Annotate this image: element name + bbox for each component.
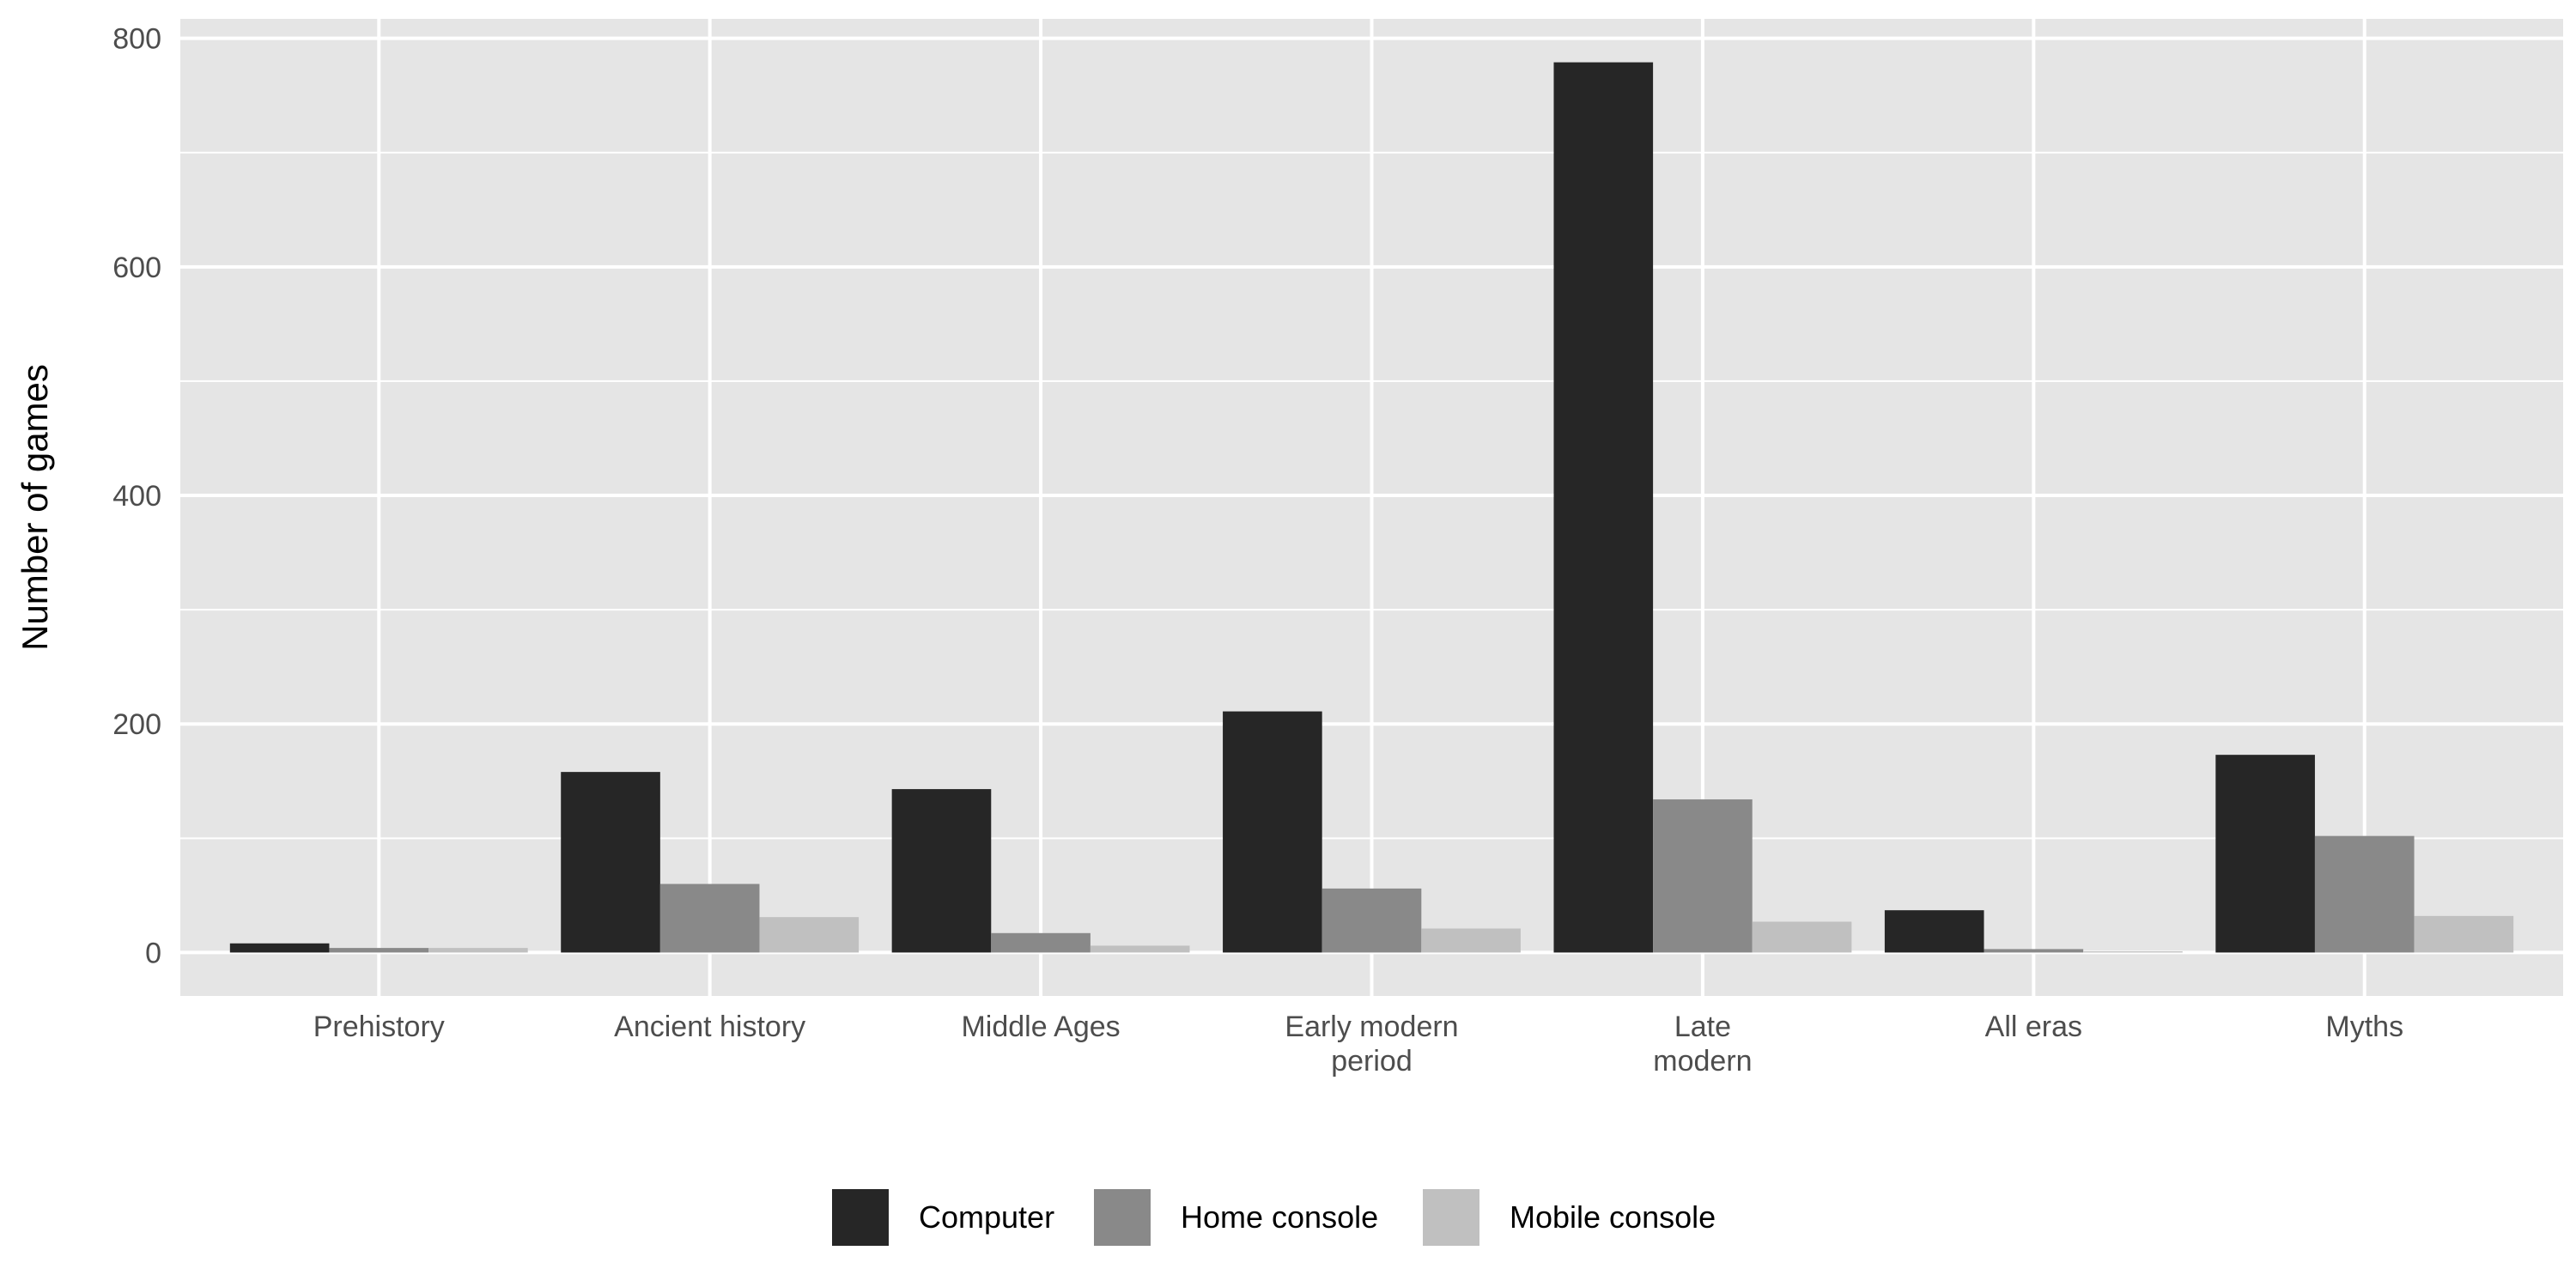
x-tick-label: Ancient history bbox=[614, 1011, 805, 1043]
y-axis-title: Number of games bbox=[15, 364, 55, 651]
major-gridlines bbox=[180, 19, 2563, 996]
bar bbox=[329, 948, 429, 953]
x-tick-label: Middle Ages bbox=[961, 1011, 1120, 1043]
y-tick-label: 200 bbox=[112, 708, 161, 741]
legend-key bbox=[1423, 1189, 1479, 1246]
legend-key bbox=[832, 1189, 889, 1246]
bar bbox=[659, 883, 760, 953]
bars bbox=[229, 62, 2514, 953]
bar bbox=[2414, 915, 2514, 953]
bar bbox=[2083, 951, 2183, 953]
x-tick-labels: Prehistory Ancient history Middle Ages Earl… bbox=[313, 1011, 2403, 1078]
bar bbox=[891, 789, 992, 953]
legend-label: Mobile console bbox=[1510, 1199, 1716, 1235]
bar bbox=[759, 917, 860, 953]
bar bbox=[2215, 755, 2315, 953]
y-tick-label: 0 bbox=[145, 937, 161, 969]
bar bbox=[1884, 910, 1984, 953]
y-tick-label: 600 bbox=[112, 252, 161, 284]
x-tick-label: Prehistory bbox=[313, 1011, 445, 1043]
bar bbox=[2314, 835, 2415, 953]
bar bbox=[1090, 945, 1190, 953]
legend-key bbox=[1094, 1189, 1151, 1246]
x-tick-label: Late modern bbox=[1653, 1011, 1752, 1078]
bar bbox=[1653, 799, 1753, 953]
bar bbox=[428, 948, 528, 953]
x-tick-label: Myths bbox=[2325, 1011, 2403, 1043]
bar bbox=[561, 772, 660, 953]
legend-label: Home console bbox=[1181, 1199, 1378, 1235]
y-tick-labels: 0 200 400 600 800 bbox=[112, 23, 161, 970]
bar bbox=[1984, 949, 2084, 953]
y-tick-label: 400 bbox=[112, 480, 161, 513]
bar bbox=[1752, 921, 1852, 953]
legend: Computer Home console Mobile console bbox=[832, 1189, 1716, 1246]
y-tick-label: 800 bbox=[112, 23, 161, 56]
bar bbox=[1223, 711, 1322, 953]
legend-label: Computer bbox=[919, 1199, 1054, 1235]
bar bbox=[1421, 928, 1521, 953]
x-tick-label: Early modern period bbox=[1285, 1011, 1458, 1078]
bar bbox=[991, 932, 1091, 953]
bar bbox=[1321, 888, 1422, 953]
bar bbox=[229, 943, 330, 953]
bar bbox=[1553, 62, 1654, 953]
x-tick-label: All eras bbox=[1985, 1011, 2082, 1043]
